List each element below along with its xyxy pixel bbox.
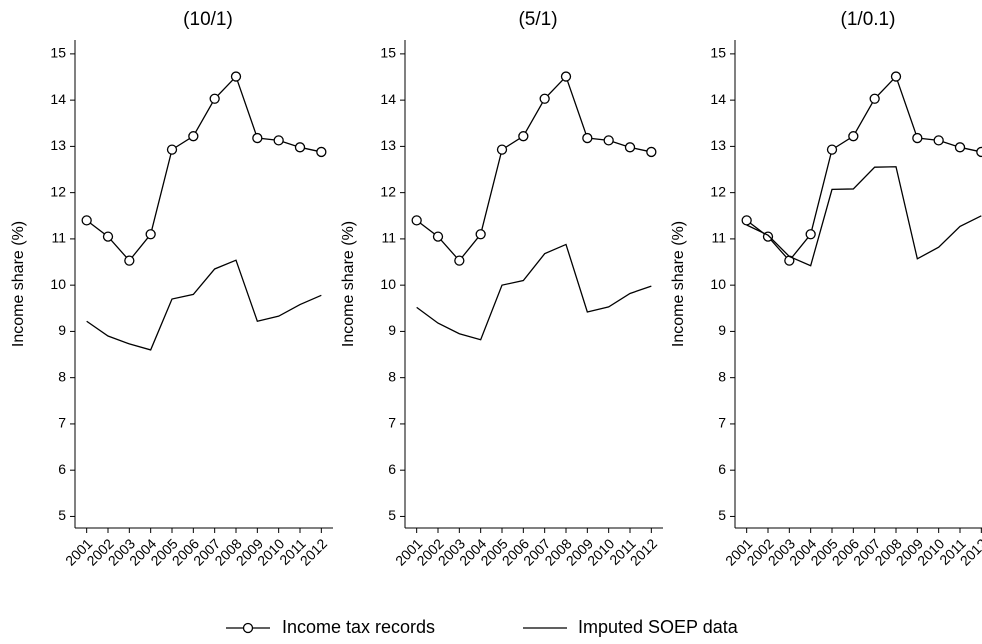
marker [81,215,92,226]
y-tick-label: 12 [710,183,726,199]
legend: Income tax records Imputed SOEP data [226,617,739,637]
y-tick-label: 9 [718,322,726,338]
y-axis-label: Income share (%) [670,221,687,347]
marker [539,93,550,104]
marker [188,131,199,142]
marker [411,215,422,226]
legend-marker [242,622,254,634]
y-tick-label: 13 [710,137,726,153]
marker [933,135,944,146]
y-tick-label: 8 [718,368,726,384]
marker [603,135,614,146]
y-tick-label: 13 [380,137,396,153]
marker [805,229,816,240]
y-axis-label: Income share (%) [340,221,357,347]
marker [912,132,923,144]
series-line [416,243,652,341]
marker [869,93,880,104]
marker [475,229,486,240]
y-tick-label: 15 [710,45,726,61]
y-tick-label: 6 [388,461,396,477]
marker [230,71,242,82]
y-tick-label: 11 [711,230,726,246]
marker [826,144,838,155]
legend-label: Income tax records [282,617,435,637]
marker [145,229,156,240]
chart-title: (1/0.1) [841,9,896,30]
y-tick-label: 10 [710,276,726,292]
marker [560,71,572,82]
y-tick-label: 8 [388,368,396,384]
y-tick-label: 7 [58,415,66,431]
marker [252,132,263,144]
y-tick-label: 7 [718,415,726,431]
marker [890,71,902,82]
series-line [86,259,322,351]
marker [848,131,859,142]
marker [582,132,593,144]
marker [124,255,135,266]
marker [209,93,220,104]
marker [496,144,508,155]
y-tick-label: 5 [718,507,726,523]
y-tick-label: 11 [381,230,396,246]
y-tick-label: 15 [380,45,396,61]
legend-label: Imputed SOEP data [578,617,739,637]
series-line [416,75,652,262]
y-tick-label: 5 [58,507,66,523]
y-tick-label: 9 [388,322,396,338]
y-tick-label: 13 [50,137,66,153]
marker [518,131,529,142]
marker [294,142,306,153]
y-tick-label: 9 [58,322,66,338]
marker [166,144,178,155]
marker [646,146,657,158]
y-tick-label: 10 [380,276,396,292]
chart-title: (10/1) [183,9,233,30]
y-tick-label: 6 [58,461,66,477]
panel: (10/1)Income share (%)567891011121314152… [10,9,333,569]
y-tick-label: 5 [388,507,396,523]
y-tick-label: 15 [50,45,66,61]
marker [624,142,636,153]
series-line [86,75,322,262]
y-tick-label: 10 [50,276,66,292]
marker [976,146,982,158]
marker [102,231,114,242]
marker [316,146,327,158]
y-tick-label: 12 [50,183,66,199]
y-tick-label: 12 [380,183,396,199]
marker [454,255,465,266]
y-tick-label: 14 [50,91,66,107]
y-tick-label: 7 [388,415,396,431]
marker [432,231,444,242]
marker [741,215,752,226]
y-tick-label: 6 [718,461,726,477]
y-tick-label: 8 [58,368,66,384]
panel: (1/0.1) Income share (%) 5 6 7 8 9 10 11 12 13 14 15… [670,9,982,569]
panel: (5/1)Income share (%)5678910111213141520… [340,9,663,569]
chart-title: (5/1) [518,9,557,30]
marker [273,135,284,146]
y-tick-label: 11 [51,230,66,246]
series-line [746,166,982,267]
marker [954,142,966,153]
y-tick-label: 14 [380,91,396,107]
y-tick-label: 14 [710,91,726,107]
series-line [746,75,982,262]
y-axis-label: Income share (%) [10,221,27,347]
